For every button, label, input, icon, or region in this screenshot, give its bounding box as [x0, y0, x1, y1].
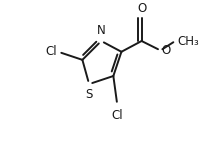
Text: S: S — [85, 88, 93, 101]
Text: Cl: Cl — [112, 109, 123, 122]
Text: O: O — [137, 2, 146, 15]
Text: N: N — [97, 24, 106, 37]
Text: CH₃: CH₃ — [177, 35, 199, 48]
Text: O: O — [162, 44, 171, 57]
Text: Cl: Cl — [45, 45, 57, 58]
